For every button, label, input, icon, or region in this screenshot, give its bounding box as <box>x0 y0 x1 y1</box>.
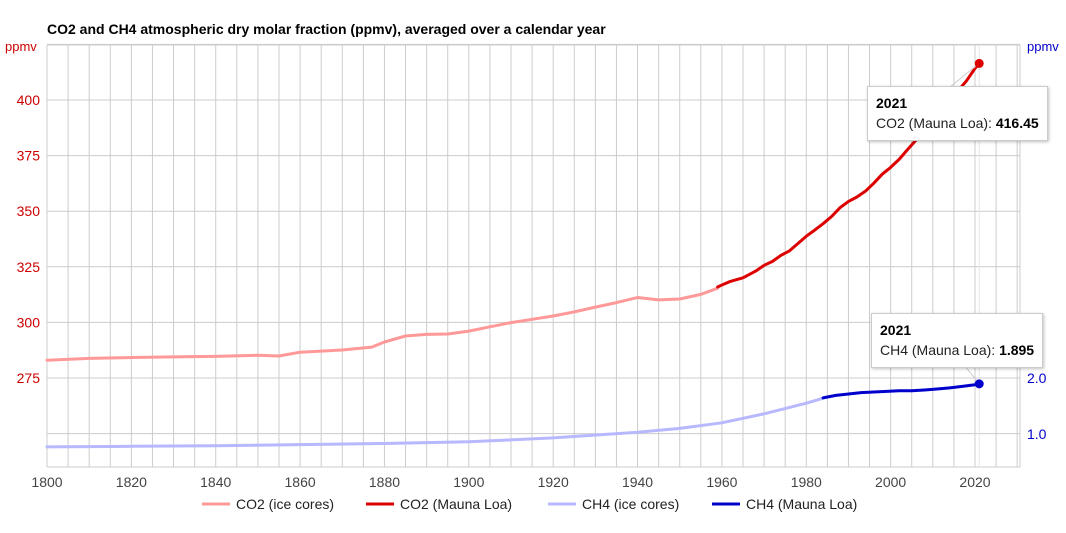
tooltip-ch4: 2021 CH4 (Mauna Loa): 1.895 <box>871 313 1044 368</box>
x-axis-tick: 1940 <box>622 474 653 490</box>
x-axis-tick: 1900 <box>453 474 484 490</box>
series-line-ch4-ice-cores[interactable] <box>45 396 825 449</box>
tooltip-value: 416.45 <box>995 115 1039 131</box>
right-axis-tick: 2.0 <box>1027 370 1047 386</box>
x-axis-tick: 2000 <box>875 474 906 490</box>
x-axis-tick: 1860 <box>285 474 316 490</box>
legend-label: CH4 (Mauna Loa) <box>746 496 857 512</box>
axes-labels: ppmv ppmv 275 300 325 350 375 400 1.0 2.0 1800 1820… <box>5 39 1059 490</box>
right-axis-tick: 1.0 <box>1027 426 1047 442</box>
x-axis-tick: 1800 <box>31 474 62 490</box>
grid-lines <box>46 43 1021 468</box>
legend-label: CO2 (Mauna Loa) <box>400 496 512 512</box>
ch4-point-marker[interactable] <box>974 379 984 389</box>
tooltip-year: 2021 <box>876 95 908 111</box>
x-axis-tick: 1920 <box>538 474 569 490</box>
tooltip-label: CH4 (Mauna Loa): <box>880 342 1000 358</box>
x-axis-tick: 1960 <box>706 474 737 490</box>
co2-point-marker[interactable] <box>974 58 984 68</box>
right-axis-title: ppmv <box>1027 39 1059 54</box>
left-axis-tick: 275 <box>17 370 41 386</box>
x-axis-tick: 1880 <box>369 474 400 490</box>
left-axis-tick: 300 <box>17 314 41 330</box>
chart-title: CO2 and CH4 atmospheric dry molar fracti… <box>47 21 606 37</box>
tooltip-co2: 2021 CO2 (Mauna Loa): 416.45 <box>867 86 1048 141</box>
x-axis-tick: 2020 <box>959 474 990 490</box>
x-axis-tick: 1840 <box>200 474 231 490</box>
left-axis-tick: 325 <box>17 259 41 275</box>
left-axis-tick: 350 <box>17 203 41 219</box>
tooltip-value: 1.895 <box>999 342 1035 358</box>
legend-label: CH4 (ice cores) <box>582 496 679 512</box>
series-lines <box>45 61 981 449</box>
legend-label: CO2 (ice cores) <box>236 496 334 512</box>
series-line-ch4-mauna-loa[interactable] <box>821 382 981 400</box>
legend: CO2 (ice cores) CO2 (Mauna Loa) CH4 (ice c… <box>202 496 857 512</box>
tooltip-year: 2021 <box>880 322 912 338</box>
series-line-co2-ice-cores[interactable] <box>45 286 720 362</box>
x-axis-tick: 1820 <box>116 474 147 490</box>
left-axis-title: ppmv <box>5 39 37 54</box>
left-axis-tick: 375 <box>17 148 41 164</box>
x-axis-tick: 1980 <box>791 474 822 490</box>
left-axis-tick: 400 <box>17 92 41 108</box>
tooltip-label: CO2 (Mauna Loa): <box>876 115 996 131</box>
